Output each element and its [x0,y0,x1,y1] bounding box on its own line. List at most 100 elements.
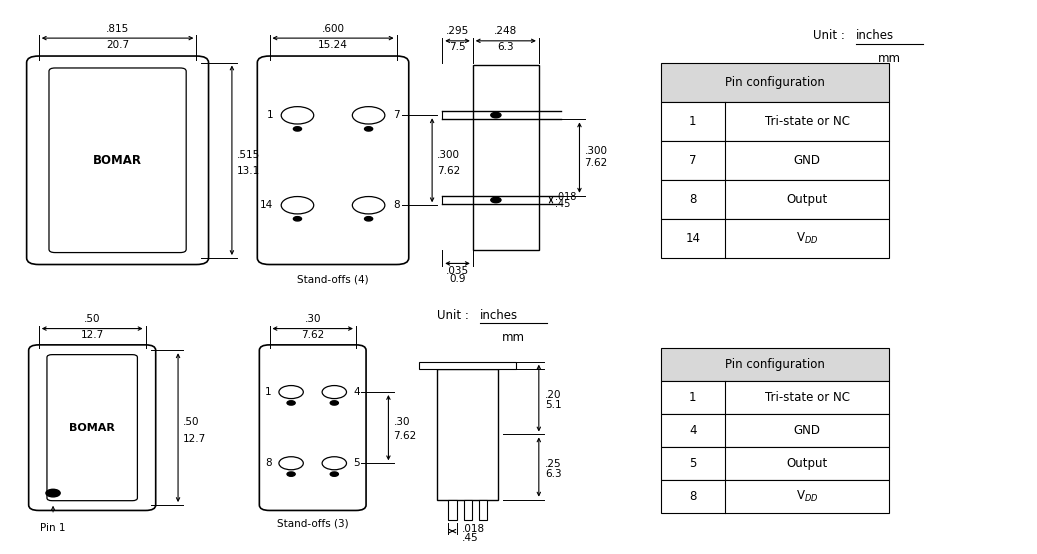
Bar [661,480,890,513]
FancyBboxPatch shape [27,56,208,264]
Text: Tri-state or NC: Tri-state or NC [764,115,849,127]
FancyBboxPatch shape [29,345,156,510]
FancyBboxPatch shape [259,345,366,510]
Text: BOMAR: BOMAR [69,423,115,433]
Text: .30: .30 [393,417,410,427]
Text: Stand-offs (4): Stand-offs (4) [298,274,369,284]
Text: mm: mm [502,331,525,344]
Text: 5: 5 [690,457,697,470]
Text: 7.62: 7.62 [393,431,417,441]
Text: 8: 8 [690,193,697,206]
Text: .018: .018 [461,525,484,535]
Text: 1: 1 [265,387,272,397]
Text: 7.62: 7.62 [301,330,325,340]
Text: Pin configuration: Pin configuration [725,75,825,89]
Text: .018: .018 [555,192,577,202]
Text: 14: 14 [260,200,273,210]
Bar [479,500,487,520]
Circle shape [287,472,296,476]
Text: .50: .50 [84,314,101,324]
Circle shape [330,401,338,405]
Text: .300: .300 [585,146,608,156]
Text: 4: 4 [689,424,697,437]
Bar [473,65,539,250]
Text: mm: mm [878,52,901,65]
Text: .815: .815 [106,24,130,34]
Text: .515: .515 [237,150,260,160]
Text: .25: .25 [544,459,562,469]
Text: .45: .45 [555,199,570,209]
Text: 7.62: 7.62 [438,166,460,176]
Text: 7.62: 7.62 [585,158,608,168]
Text: 7.5: 7.5 [449,43,466,53]
Circle shape [330,472,338,476]
Bar [661,180,890,219]
Text: Unit :: Unit : [438,309,473,321]
Bar [438,370,498,500]
Text: Stand-offs (3): Stand-offs (3) [277,519,348,529]
Circle shape [46,489,60,497]
Text: 1: 1 [689,115,697,127]
Text: 1: 1 [267,110,273,120]
Text: .20: .20 [544,391,561,401]
Circle shape [287,401,296,405]
Bar [661,381,890,414]
Text: 14: 14 [685,232,700,245]
Text: 8: 8 [393,200,399,210]
Bar [661,101,890,141]
Text: .50: .50 [184,417,200,427]
Circle shape [365,217,372,221]
Bar [419,362,516,370]
Circle shape [293,127,302,131]
Text: BOMAR: BOMAR [93,154,142,167]
Text: .248: .248 [495,27,517,37]
Text: V$_{DD}$: V$_{DD}$ [795,231,818,246]
Circle shape [491,197,501,203]
Text: inches: inches [856,29,894,42]
Text: 5: 5 [354,458,360,468]
Text: 15.24: 15.24 [318,40,348,50]
Text: 20.7: 20.7 [106,40,130,50]
Text: Tri-state or NC: Tri-state or NC [764,391,849,404]
Text: Unit :: Unit : [813,29,849,42]
Text: 13.1: 13.1 [237,166,260,176]
Circle shape [293,217,302,221]
Circle shape [365,127,372,131]
FancyBboxPatch shape [257,56,409,264]
Text: 5.1: 5.1 [544,400,562,410]
Text: .45: .45 [461,533,478,543]
FancyBboxPatch shape [49,68,187,253]
Bar [448,500,456,520]
Text: Pin 1: Pin 1 [40,523,65,533]
Text: 7: 7 [689,154,697,167]
Text: Output: Output [786,193,828,206]
Text: 7: 7 [393,110,399,120]
FancyBboxPatch shape [47,355,137,501]
Text: 8: 8 [265,458,272,468]
Text: Pin configuration: Pin configuration [725,358,825,371]
Text: 6.3: 6.3 [544,469,562,479]
Bar [661,63,890,101]
Text: GND: GND [793,154,820,167]
Text: V$_{DD}$: V$_{DD}$ [795,489,818,504]
Text: .035: .035 [446,266,469,276]
Text: .300: .300 [438,150,460,160]
Circle shape [491,112,501,118]
Bar [464,500,472,520]
Bar [661,447,890,480]
Text: Output: Output [786,457,828,470]
Bar [661,219,890,258]
Text: 12.7: 12.7 [184,434,206,444]
Text: 12.7: 12.7 [81,330,104,340]
Text: 6.3: 6.3 [498,43,514,53]
Bar [661,141,890,180]
Text: .295: .295 [446,27,469,37]
Text: 1: 1 [689,391,697,404]
Text: 8: 8 [690,490,697,503]
Bar [661,347,890,381]
Text: inches: inches [480,309,518,321]
Text: .600: .600 [321,24,344,34]
Text: GND: GND [793,424,820,437]
Bar [661,414,890,447]
Text: .30: .30 [305,314,321,324]
